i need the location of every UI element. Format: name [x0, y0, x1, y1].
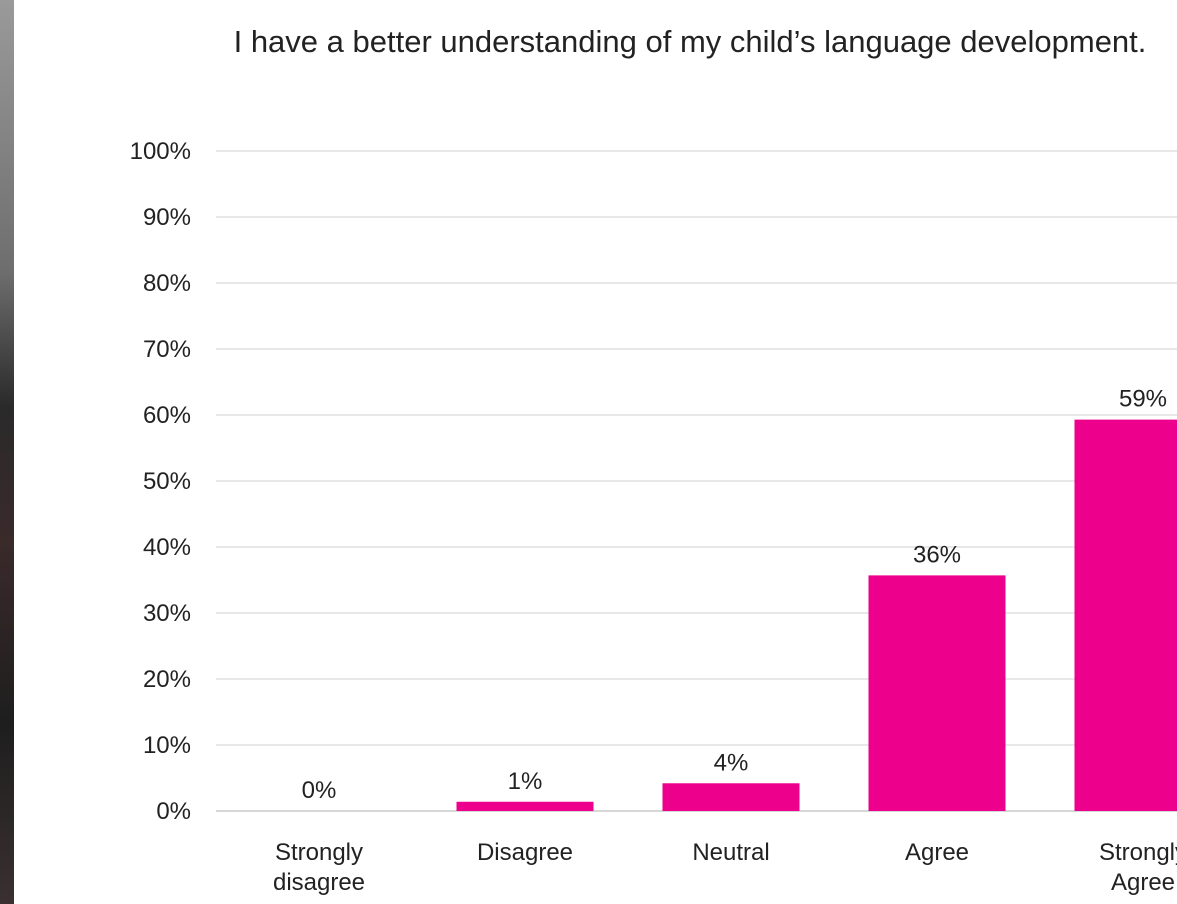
y-tick-label: 100%	[130, 138, 191, 165]
bar	[662, 783, 800, 811]
x-tick-label: Agree	[1111, 869, 1175, 896]
x-tick-label: Strongly	[275, 839, 363, 866]
y-tick-label: 50%	[143, 468, 191, 495]
y-tick-label: 70%	[143, 336, 191, 363]
x-tick-label: Agree	[905, 839, 969, 866]
chart-title: I have a better understanding of my chil…	[233, 24, 1147, 59]
y-tick-label: 60%	[143, 402, 191, 429]
x-tick-label: Strongly	[1099, 839, 1177, 866]
data-label: 1%	[508, 768, 543, 795]
y-tick-label: 10%	[143, 732, 191, 759]
bar	[868, 575, 1006, 811]
x-tick-label: Disagree	[477, 839, 573, 866]
background-photo-edge	[0, 0, 14, 904]
y-tick-label: 90%	[143, 204, 191, 231]
data-label: 0%	[302, 777, 337, 804]
y-tick-label: 30%	[143, 600, 191, 627]
x-tick-label: disagree	[273, 869, 365, 896]
y-tick-label: 40%	[143, 534, 191, 561]
data-label: 36%	[913, 541, 961, 568]
data-label: 4%	[714, 749, 749, 776]
bar	[456, 801, 594, 811]
y-tick-label: 0%	[156, 798, 191, 825]
y-tick-label: 80%	[143, 270, 191, 297]
x-tick-label: Neutral	[692, 839, 769, 866]
y-tick-label: 20%	[143, 666, 191, 693]
bar	[1074, 419, 1177, 811]
data-label: 59%	[1119, 386, 1167, 413]
